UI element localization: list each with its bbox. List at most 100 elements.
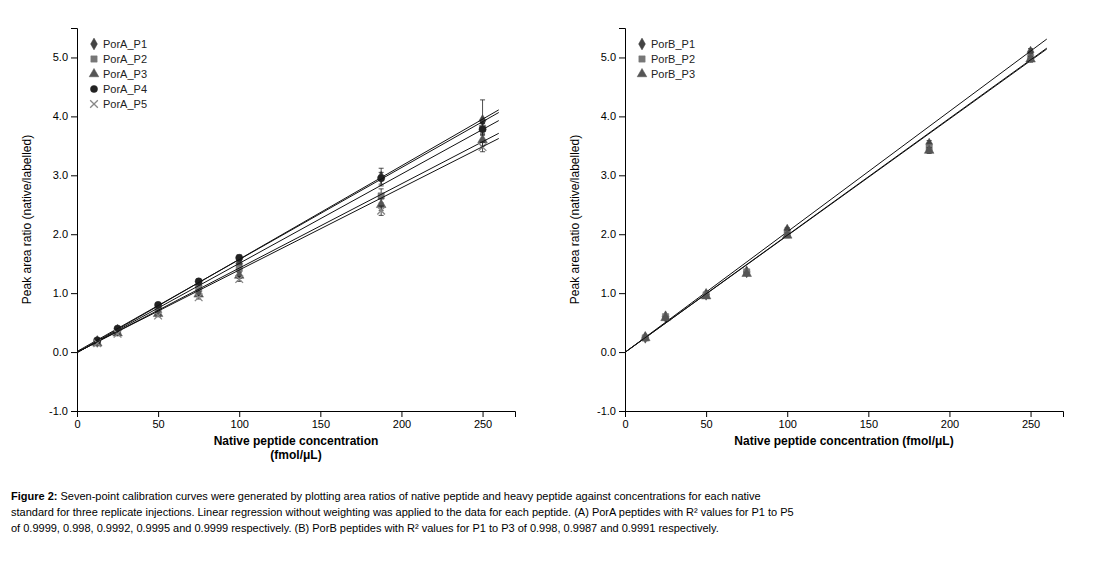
caption: Figure 2: Seven-point calibration curves… <box>11 490 794 534</box>
series <box>94 100 486 347</box>
tick-label: 150 <box>860 418 878 430</box>
tick: -1.0 <box>49 405 77 417</box>
tick: 4.0 <box>601 110 625 122</box>
fit-line <box>625 49 1047 352</box>
x-axis-title: (fmol/μL) <box>270 448 321 462</box>
caption-text: of 0.9999, 0.998, 0.9992, 0.9995 and 0.9… <box>11 522 719 534</box>
tick-label: 5.0 <box>601 51 616 63</box>
point <box>235 275 243 283</box>
tick-mark <box>239 411 240 417</box>
legend-symbol <box>639 56 645 62</box>
tick-mark <box>1031 411 1032 417</box>
tick-mark <box>71 352 77 353</box>
caption-label: Figure 2: <box>11 490 57 502</box>
legend-entry: PorB_P3 <box>637 68 695 80</box>
y-axis-title: Peak area ratio (native/labelled) <box>20 135 34 304</box>
legend-symbol <box>637 68 647 76</box>
legend-label: PorA_P1 <box>103 38 147 50</box>
tick: 5.0 <box>601 51 625 63</box>
plot-area <box>625 39 1047 352</box>
x-axis: 0 50 100 150 200 250 <box>622 411 1063 430</box>
tick-label: 1.0 <box>53 287 68 299</box>
tick-label: 50 <box>152 418 164 430</box>
tick-mark <box>619 352 625 353</box>
series <box>94 123 486 343</box>
tick: 3.0 <box>53 169 77 181</box>
tick-label: 4.0 <box>53 110 68 122</box>
tick-mark <box>787 411 788 417</box>
caption-line: standard for three replicate injections.… <box>11 506 794 518</box>
tick: 250 <box>1022 411 1040 430</box>
legend-label: PorA_P5 <box>103 98 147 110</box>
legend-symbol <box>91 56 97 62</box>
caption-line: Figure 2: Seven-point calibration curves… <box>11 490 761 502</box>
legend-symbol <box>90 100 98 108</box>
tick-mark <box>619 234 625 235</box>
tick: 4.0 <box>53 110 77 122</box>
tick-label: 2.0 <box>53 228 68 240</box>
tick: 0 <box>622 411 628 430</box>
tick: 3.0 <box>601 169 625 181</box>
tick-label: 250 <box>474 418 492 430</box>
legend-entry: PorA_P3 <box>89 68 147 80</box>
tick-label: 0 <box>622 418 628 430</box>
fit-line <box>77 121 499 353</box>
tick: 100 <box>779 411 797 430</box>
tick: 100 <box>231 411 249 430</box>
x-axis-title: Native peptide concentration <box>214 434 379 448</box>
legend-entry: PorA_P4 <box>90 83 147 95</box>
tick-mark <box>619 116 625 117</box>
legend-symbol <box>639 38 646 50</box>
panel: 050100150200250-1.00.01.02.03.04.05.0Por… <box>568 29 1064 449</box>
tick-mark <box>158 411 159 417</box>
point <box>661 312 671 320</box>
tick: 2.0 <box>601 228 625 240</box>
tick: 200 <box>393 411 411 430</box>
y-axis-title: Peak area ratio (native/labelled) <box>568 135 582 304</box>
legend-label: PorB_P3 <box>651 68 695 80</box>
tick-mark <box>619 175 625 176</box>
tick-label: 0 <box>74 418 80 430</box>
tick-label: 150 <box>312 418 330 430</box>
fit-line <box>77 133 499 352</box>
legend: PorB_P1 PorB_P2 PorB_P3 <box>637 38 695 80</box>
tick-mark <box>949 411 950 417</box>
tick-mark <box>320 411 321 417</box>
caption-line: of 0.9999, 0.998, 0.9992, 0.9995 and 0.9… <box>11 522 719 534</box>
tick-mark <box>71 57 77 58</box>
fit-line <box>77 112 499 351</box>
tick-label: -1.0 <box>49 405 68 417</box>
tick-mark <box>706 411 707 417</box>
tick-mark <box>71 293 77 294</box>
tick-mark <box>71 234 77 235</box>
tick-mark <box>71 175 77 176</box>
tick-mark <box>71 411 77 412</box>
legend-label: PorA_P3 <box>103 68 147 80</box>
legend-entry: PorB_P1 <box>639 38 695 50</box>
tick: 200 <box>941 411 959 430</box>
tick-label: 250 <box>1022 418 1040 430</box>
y-axis: -1.00.01.02.03.04.05.0 <box>49 29 77 418</box>
tick: 50 <box>700 411 712 430</box>
legend-label: PorB_P2 <box>651 53 695 65</box>
tick: 1.0 <box>53 287 77 299</box>
tick: 1.0 <box>601 287 625 299</box>
legend-label: PorA_P2 <box>103 53 147 65</box>
tick-label: 50 <box>700 418 712 430</box>
tick-label: 4.0 <box>601 110 616 122</box>
tick: 50 <box>152 411 164 430</box>
legend-entry: PorA_P1 <box>91 38 147 50</box>
tick: 0.0 <box>53 346 77 358</box>
fit-line <box>625 48 1047 352</box>
point <box>479 126 486 133</box>
tick-label: 0.0 <box>601 346 616 358</box>
figure: 0 50 100 150 200 250 -1.0 0.0 1.0 2.0 3.0 4.0 5.0 Por… <box>0 0 1096 571</box>
y-axis: -1.00.01.02.03.04.05.0 <box>597 29 625 418</box>
x-axis: 0 50 100 150 200 250 <box>74 411 515 430</box>
tick-label: 200 <box>393 418 411 430</box>
legend-entry: PorA_P5 <box>90 98 147 110</box>
point <box>377 207 385 215</box>
tick: 0 <box>74 411 80 430</box>
fit-line <box>77 138 499 352</box>
tick-label: 100 <box>779 418 797 430</box>
